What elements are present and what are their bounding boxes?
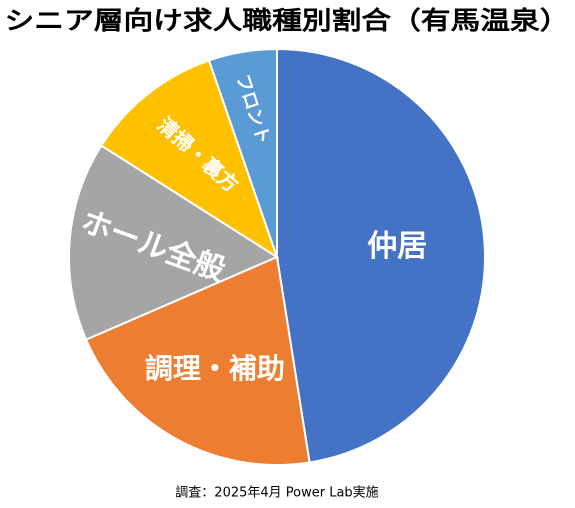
pie-slice <box>68 144 280 341</box>
slice-label: 仲居 <box>367 229 427 264</box>
pie-slice <box>84 255 311 466</box>
slice-label: 調理・補助 <box>145 352 285 385</box>
pie-slice <box>276 47 486 464</box>
pie-slice <box>207 47 278 258</box>
chart-title: シニア層向け求人職種別割合（有馬温泉） <box>5 6 570 35</box>
pie-slice <box>99 59 279 260</box>
source-note: 調査：2025年4月 Power Lab実施 <box>175 485 378 501</box>
